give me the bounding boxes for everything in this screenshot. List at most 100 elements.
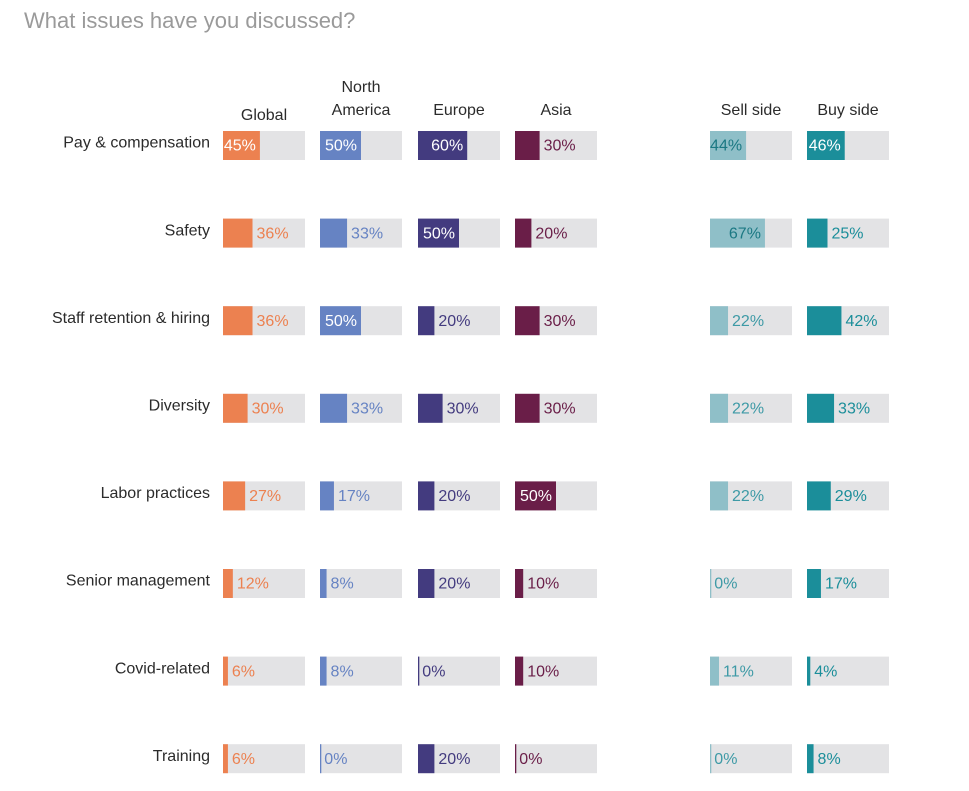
bar [710, 131, 747, 160]
data-label: 33% [838, 401, 870, 418]
data-label: 67% [729, 225, 761, 242]
bar [710, 306, 729, 336]
bar-track [223, 569, 305, 598]
bar [515, 569, 524, 598]
bar [223, 306, 253, 336]
data-label: 22% [732, 401, 764, 418]
bar [223, 218, 253, 248]
bar-track [515, 569, 597, 598]
data-label: 20% [438, 313, 470, 330]
data-label: 50% [423, 225, 455, 242]
bar [710, 218, 765, 248]
bar [515, 481, 556, 511]
data-label: 33% [351, 401, 383, 418]
data-label: 60% [431, 138, 463, 155]
bar [418, 744, 435, 774]
data-label: 50% [520, 488, 552, 505]
data-label: 29% [835, 488, 867, 505]
bar [710, 393, 729, 423]
category-label: Covid-related [115, 660, 210, 677]
bar-track [320, 569, 402, 598]
category-label: Pay & compensation [63, 135, 210, 152]
column-header: Europe [433, 102, 485, 119]
data-label: 50% [325, 138, 357, 155]
bar [320, 218, 348, 248]
data-label: 0% [519, 751, 542, 768]
bar [223, 656, 228, 686]
bar [807, 481, 831, 511]
bar-track [807, 656, 889, 686]
data-label: 20% [438, 576, 470, 593]
data-label: 22% [732, 488, 764, 505]
bar [418, 656, 420, 686]
bar [807, 656, 811, 686]
bar [320, 569, 327, 598]
bar [807, 393, 835, 423]
bar [320, 306, 361, 336]
data-label: 0% [422, 663, 445, 680]
data-label: 17% [825, 576, 857, 593]
bar [807, 131, 845, 160]
column-header: North [341, 79, 380, 96]
bar [807, 218, 828, 248]
bar [807, 306, 842, 336]
data-label: 10% [527, 663, 559, 680]
data-label: 8% [331, 663, 354, 680]
bar [223, 569, 233, 598]
bar-track [320, 656, 402, 686]
data-label: 0% [324, 751, 347, 768]
bar [320, 131, 361, 160]
bar-track [320, 744, 402, 774]
data-label: 30% [447, 401, 479, 418]
data-label: 6% [232, 751, 255, 768]
data-label: 6% [232, 663, 255, 680]
bar-track [515, 744, 597, 774]
bar [807, 744, 814, 774]
bar [320, 481, 334, 511]
data-label: 20% [438, 488, 470, 505]
data-label: 30% [544, 138, 576, 155]
column-header: Buy side [817, 102, 878, 119]
bar [710, 481, 729, 511]
bar-track [418, 656, 500, 686]
data-label: 25% [832, 225, 864, 242]
bar-track [807, 744, 889, 774]
data-label: 11% [723, 663, 754, 680]
bar [223, 131, 260, 160]
data-label: 8% [331, 576, 354, 593]
data-label: 8% [818, 751, 841, 768]
bar [515, 656, 524, 686]
data-label: 20% [535, 225, 567, 242]
bar [515, 306, 540, 336]
bar-track [223, 744, 305, 774]
category-label: Diversity [149, 398, 210, 415]
bar-track [515, 656, 597, 686]
data-label: 30% [544, 401, 576, 418]
bar [807, 569, 821, 598]
bar [418, 569, 435, 598]
data-label: 50% [325, 313, 357, 330]
bar-track [710, 744, 792, 774]
bar [710, 569, 712, 598]
bar [418, 306, 435, 336]
data-label: 30% [252, 401, 284, 418]
bar [320, 393, 348, 423]
column-header: Global [241, 107, 287, 124]
data-label: 42% [845, 313, 877, 330]
data-label: 4% [814, 663, 837, 680]
bar [710, 656, 720, 686]
data-label: 27% [249, 488, 281, 505]
data-label: 10% [527, 576, 559, 593]
data-label: 12% [237, 576, 269, 593]
data-label: 30% [544, 313, 576, 330]
bar-track [223, 656, 305, 686]
category-label: Training [153, 748, 210, 765]
bar [418, 481, 435, 511]
bar [223, 393, 248, 423]
bar [418, 218, 459, 248]
category-label: Senior management [66, 573, 211, 590]
bar [320, 656, 327, 686]
data-label: 17% [338, 488, 370, 505]
data-label: 45% [224, 138, 256, 155]
